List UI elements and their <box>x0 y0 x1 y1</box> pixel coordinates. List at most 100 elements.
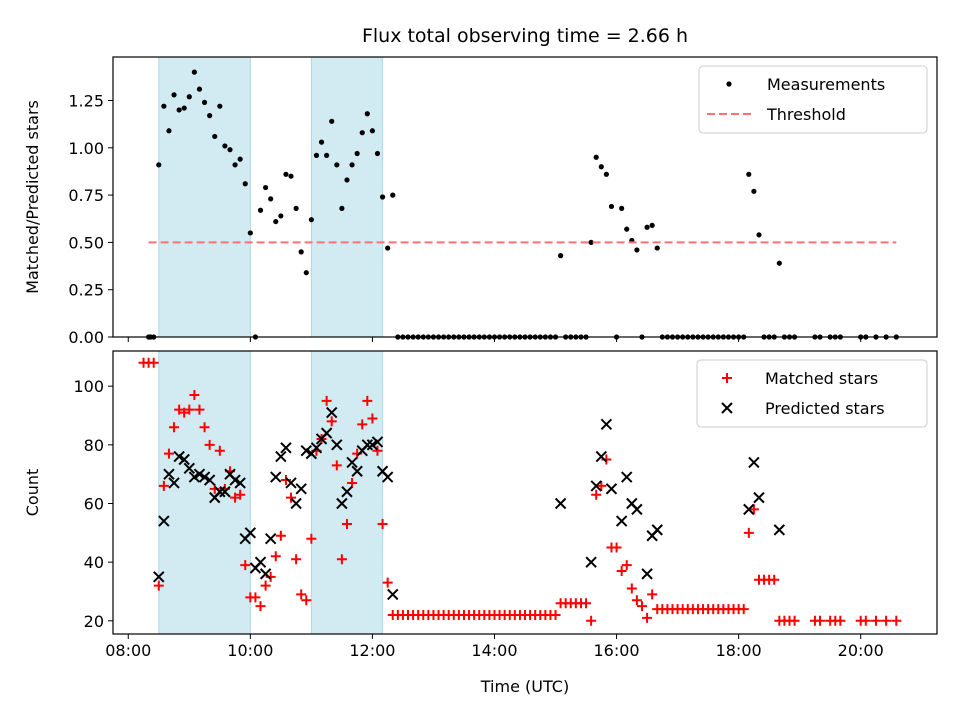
legend-label: Matched stars <box>765 369 878 388</box>
matched-star-point <box>382 577 393 588</box>
measurement-point <box>288 173 294 179</box>
measurement-point <box>756 232 762 238</box>
matched-star-point <box>184 404 195 415</box>
matched-star-point <box>748 504 759 515</box>
measurement-point <box>390 192 396 198</box>
measurement-point <box>349 162 355 168</box>
matched-star-point <box>250 592 261 603</box>
legend-label: Predicted stars <box>765 399 885 418</box>
bottom-panel: 08:00 10:00 12:00 14:00 16:00 18:00 20:00 20 40 6… <box>23 350 938 660</box>
matched-star-point <box>296 589 307 600</box>
measurement-point <box>354 150 360 157</box>
legend-box <box>696 359 928 428</box>
matched-star-point <box>240 560 251 571</box>
measurement-point <box>558 253 564 259</box>
matched-star-point <box>377 519 388 530</box>
matched-star-point <box>347 477 358 488</box>
measurement-point <box>161 103 167 109</box>
plot-frame <box>112 350 938 635</box>
measurement-point <box>186 94 192 100</box>
matched-star-point <box>153 580 164 591</box>
measurement-point <box>619 205 625 211</box>
predicted-star-point <box>387 588 399 601</box>
measurement-point <box>379 194 386 200</box>
predicted-star-point <box>615 515 628 527</box>
predicted-star-point <box>361 439 374 451</box>
matched-star-point <box>341 519 352 530</box>
plot-frame <box>112 56 938 338</box>
predicted-star-point <box>178 453 190 466</box>
predicted-star-point <box>270 471 282 483</box>
predicted-star-point <box>773 524 786 536</box>
x-tick-label: 18:00 <box>716 641 762 660</box>
matched-star-point <box>642 612 653 623</box>
measurement-point <box>634 247 640 253</box>
measurement-point <box>746 171 752 177</box>
measurement-point <box>171 92 177 98</box>
matched-star-point <box>199 422 210 433</box>
y-tick-label: 40 <box>84 553 104 572</box>
predicted-star-point <box>631 503 643 516</box>
matched-star-point <box>616 565 627 576</box>
predicted-star-point <box>595 450 608 463</box>
matched-star-point <box>596 480 607 491</box>
matched-star-point <box>306 533 317 544</box>
matched-star-point <box>301 595 312 606</box>
predicted-star-point <box>275 450 287 463</box>
predicted-star-point <box>310 442 323 454</box>
matched-star-point <box>194 404 205 415</box>
matched-star-point <box>270 551 281 562</box>
measurement-point <box>222 143 228 149</box>
top-panel: 0.00 0.25 0.50 0.75 1.00 1.25 Matched/Predicte… <box>23 56 938 347</box>
y-tick-label: 0.00 <box>68 328 104 347</box>
y-tick-label: 1.00 <box>68 139 104 158</box>
predicted-star-point <box>254 556 267 568</box>
measurement-point <box>273 218 279 225</box>
measurement-point <box>751 188 757 194</box>
predicted-star-point <box>748 456 760 469</box>
matched-star-point <box>372 445 383 456</box>
matched-star-point <box>815 615 826 626</box>
measurement-point <box>181 105 187 111</box>
y-tick-label: 20 <box>84 612 104 631</box>
matched-star-point <box>286 492 297 503</box>
predicted-star-point <box>590 480 602 492</box>
matched-star-point <box>260 580 271 591</box>
x-tick-label: 14:00 <box>471 641 517 660</box>
matched-star-point <box>586 615 597 626</box>
measurement-point <box>598 164 604 170</box>
y-tick-label: 0.25 <box>68 281 104 300</box>
matched-star-point <box>769 574 780 585</box>
predicted-star-point <box>753 491 765 504</box>
predicted-star-point <box>554 497 567 510</box>
legend-label: Threshold <box>766 105 846 124</box>
predicted-star-point <box>259 568 272 580</box>
y-axis-label: Matched/Predicted stars <box>23 100 42 294</box>
measurement-point <box>359 130 365 136</box>
measurement-point <box>262 184 269 191</box>
measurement-point <box>303 270 309 276</box>
measurement-point <box>344 177 350 183</box>
measurement-point <box>654 245 660 251</box>
predicted-star-point <box>153 571 165 583</box>
matched-star-point <box>647 589 658 600</box>
matched-star-point <box>621 560 632 571</box>
predicted-star-point <box>163 468 175 480</box>
measurement-point <box>593 154 599 160</box>
measurement-point <box>308 217 314 223</box>
predicted-star-point <box>331 439 343 451</box>
measurement-point <box>339 205 345 211</box>
predicted-star-point <box>280 442 292 454</box>
predicted-star-point <box>219 486 231 498</box>
x-tick-label: 10:00 <box>227 641 273 660</box>
measurement-point <box>385 245 391 251</box>
predicted-star-point <box>264 532 277 545</box>
matched-star-point <box>204 439 215 450</box>
legend-marker-measurements <box>726 81 732 87</box>
measurement-point <box>324 152 330 158</box>
x-tick-label: 08:00 <box>105 641 151 660</box>
y-tick-label: 0.75 <box>68 186 104 205</box>
matched-star-point <box>169 422 180 433</box>
measurement-point <box>369 128 376 134</box>
